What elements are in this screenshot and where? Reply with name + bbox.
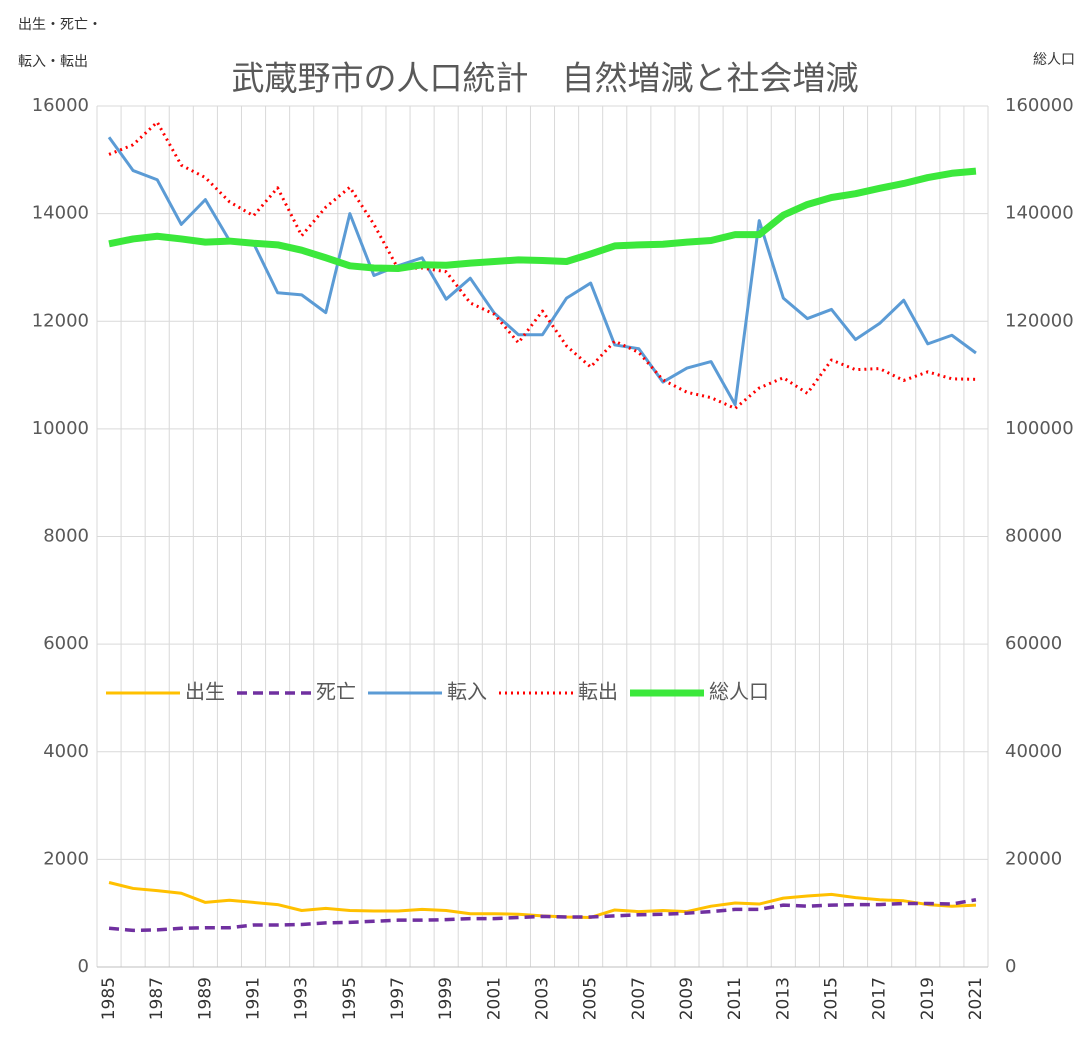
x-tick-label: 2013 [773,977,793,1020]
x-tick-label: 1993 [292,977,312,1020]
chart-title: 武蔵野市の人口統計 自然増減と社会増減 [232,59,859,98]
y-tick-label: 14000 [32,203,89,224]
y-tick-label: 4000 [43,741,89,762]
legend-label: 転出 [578,680,618,704]
x-tick-label: 1987 [147,977,167,1020]
x-tick-label: 2001 [484,977,504,1020]
x-tick-label: 1989 [195,977,215,1020]
y-tick-label: 0 [78,956,89,977]
x-tick-label: 2015 [821,977,841,1020]
x-tick-label: 1999 [436,977,456,1020]
y2-tick-label: 120000 [1005,310,1074,331]
y2-tick-label: 40000 [1005,741,1062,762]
series-line [108,898,977,933]
y-tick-label: 6000 [43,633,89,654]
y2-tick-label: 20000 [1005,848,1062,869]
y2-tick-label: 140000 [1005,203,1074,224]
legend-label: 死亡 [316,680,356,704]
y-tick-label: 2000 [43,848,89,869]
series-line [108,881,977,919]
y2-tick-label: 80000 [1005,526,1062,547]
x-tick-label: 2003 [533,977,553,1020]
y2-tick-label: 160000 [1005,95,1074,116]
series-line [108,120,976,410]
x-tick-label: 2017 [870,977,890,1020]
y-tick-label: 16000 [32,95,89,116]
x-tick-label: 2019 [918,977,938,1020]
y-axis-title: 出生・死亡・ [18,17,102,33]
y-axis-title: 転入・転出 [18,54,88,70]
x-tick-label: 1985 [99,977,119,1020]
series-line [108,167,977,273]
legend-label: 総人口 [709,680,769,704]
x-tick-label: 2007 [629,977,649,1020]
y-tick-label: 10000 [32,418,89,439]
x-tick-label: 2009 [677,977,697,1020]
legend-label: 出生 [185,680,225,704]
x-tick-label: 2021 [966,977,986,1020]
y2-tick-label: 0 [1005,956,1016,977]
series-line [107,136,977,407]
x-tick-label: 2011 [725,977,745,1020]
legend-label: 転入 [447,680,487,704]
y-tick-label: 12000 [32,310,89,331]
y-tick-label: 8000 [43,526,89,547]
x-tick-label: 1991 [244,977,264,1020]
y2-axis-title: 総人口 [1033,52,1075,68]
x-tick-label: 1997 [388,977,408,1020]
x-tick-label: 1995 [340,977,360,1020]
y2-tick-label: 100000 [1005,418,1074,439]
x-tick-label: 2005 [581,977,601,1020]
y2-tick-label: 60000 [1005,633,1062,654]
